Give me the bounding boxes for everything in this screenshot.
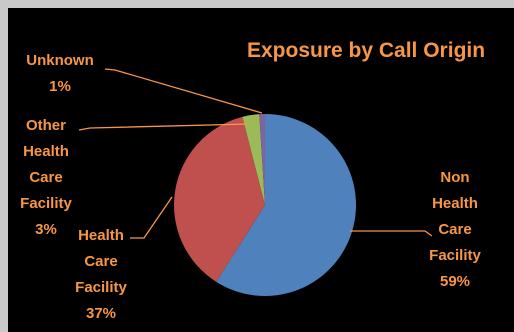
data-label-category: Non xyxy=(440,169,469,186)
pie-slice xyxy=(259,114,265,205)
data-label-category: Unknown xyxy=(26,52,94,69)
pie-slice xyxy=(216,114,357,296)
leader-lines xyxy=(78,68,433,239)
data-label-category: Other xyxy=(26,117,66,134)
leader-line xyxy=(78,123,250,131)
data-label-category: Care xyxy=(29,169,62,186)
data-label-category: Health xyxy=(23,143,69,160)
leader-line xyxy=(104,68,263,114)
pie-slice xyxy=(174,116,265,282)
data-label-category: Facility xyxy=(429,247,481,264)
data-labels: Non Health Care Facility 59% Health Care Facili… xyxy=(20,52,481,322)
leader-line xyxy=(130,196,173,239)
data-label-category: Facility xyxy=(20,195,72,212)
data-label-value: 3% xyxy=(35,221,57,238)
data-label-category: Care xyxy=(84,253,117,270)
data-label-category: Care xyxy=(438,221,471,238)
pie-slices xyxy=(174,114,357,296)
leader-line xyxy=(350,230,433,237)
data-label-value: 37% xyxy=(86,305,116,322)
data-label-category: Facility xyxy=(75,279,127,296)
chart-title: Exposure by Call Origin xyxy=(247,39,485,62)
pie-slice xyxy=(242,114,265,205)
data-label-value: 59% xyxy=(440,273,470,290)
data-label-value: 1% xyxy=(49,78,71,95)
data-label-category: Health xyxy=(78,227,124,244)
data-label-category: Health xyxy=(432,195,478,212)
